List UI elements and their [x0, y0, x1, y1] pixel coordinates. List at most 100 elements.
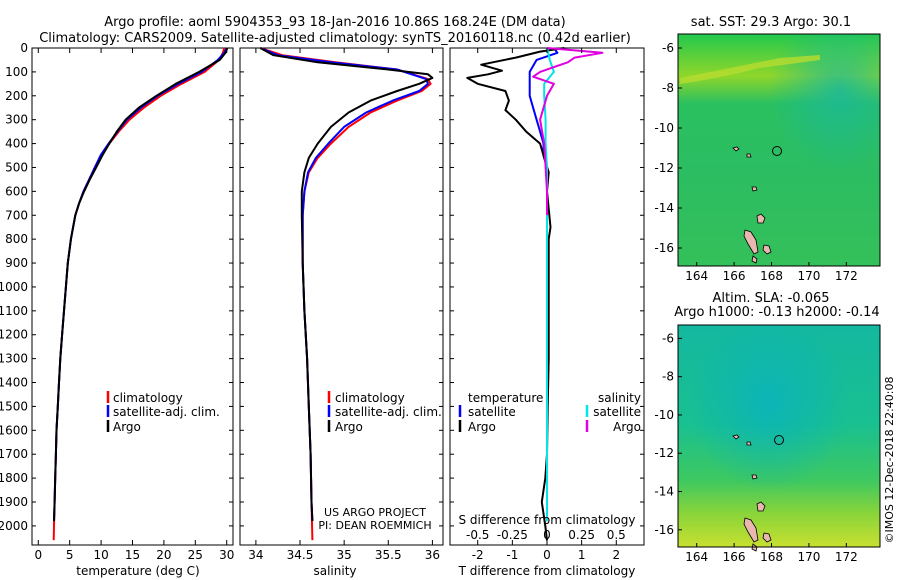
temperature-tick-label: 5	[66, 548, 74, 562]
salinity-panel-frame	[239, 47, 444, 546]
temperature-tick-label: 30	[219, 548, 234, 562]
difference-legend: temperature satellite Argo salinity sate…	[458, 391, 641, 434]
series-line-salinity-satellite	[543, 47, 555, 522]
series-line-climatology	[52, 47, 226, 541]
map-lat-tick-label: -10	[654, 408, 674, 422]
legend-satellite: satellite-adj. clim.	[335, 405, 442, 419]
difference-tick-label: -1	[506, 548, 518, 562]
map-lon-tick-label: 172	[835, 550, 858, 564]
salinity-difference-tick-labels: -0.5 -0.25 0 0.25 0.5	[466, 528, 626, 542]
map-lon-tick-label: 164	[685, 269, 708, 283]
island-shape	[756, 213, 766, 224]
map-lat-tick-label: -12	[654, 446, 674, 460]
legend-climatology: climatology	[335, 391, 405, 405]
s-difference-tick-label: 0.25	[568, 528, 595, 542]
sla-map	[677, 324, 881, 552]
credit-project: US ARGO PROJECT	[324, 506, 426, 519]
depth-tick-label: 200	[5, 89, 28, 103]
series-line-argo	[53, 47, 229, 522]
series-line-temperature-satellite	[528, 47, 559, 522]
temperature-legend: climatology satellite-adj. clim. Argo	[106, 391, 220, 434]
depth-tick-label: 700	[5, 208, 28, 222]
island-shape	[751, 186, 758, 192]
depth-tick-label: 2000	[0, 519, 28, 533]
legend-climatology: climatology	[113, 391, 183, 405]
map-lat-tick-label: -16	[654, 523, 674, 537]
legend-argo: Argo	[335, 420, 363, 434]
temperature-tick-label: 20	[156, 548, 171, 562]
island-shape	[762, 532, 772, 543]
series-line-satellite-adj-clim-	[259, 47, 429, 522]
imos-stamp: ©IMOS 12-Dec-2018 22:40:08	[883, 377, 896, 544]
sst-warm-band	[680, 55, 820, 84]
depth-tick-label: 800	[5, 232, 28, 246]
figure-title-line-1: Argo profile: aoml 5904353_93 18-Jan-201…	[104, 15, 565, 30]
salinity-x-tick-labels: 34 34.5 35 35.5 36	[248, 48, 440, 562]
difference-tick-label: -2	[472, 548, 484, 562]
s-difference-label: S difference from climatology	[459, 513, 636, 527]
map-lon-tick-label: 172	[835, 269, 858, 283]
map-lon-tick-label: 166	[723, 550, 746, 564]
salinity-tick-label: 36	[425, 548, 440, 562]
sst-map	[677, 33, 881, 267]
panel-tick-marks	[32, 47, 644, 527]
island-shape	[756, 501, 766, 512]
s-difference-tick-label: -0.25	[497, 528, 528, 542]
series-line-climatology	[259, 47, 432, 541]
difference-tick-label: 1	[578, 548, 586, 562]
depth-tick-labels: 0 100 200 300 400 500 600 700 800 900 1000 1100 1200…	[0, 41, 28, 533]
map-lon-tick-label: 168	[760, 550, 783, 564]
depth-tick-label: 600	[5, 184, 28, 198]
depth-tick-label: 1500	[0, 399, 28, 413]
island-shape	[732, 146, 740, 152]
salinity-profile-lines	[259, 47, 434, 541]
sla-islands	[732, 434, 772, 552]
depth-tick-label: 1000	[0, 280, 28, 294]
map-lat-tick-label: -6	[662, 331, 674, 345]
island-shape	[751, 474, 758, 480]
sst-map-shading	[678, 34, 880, 266]
difference-x-tick-labels: -2 -1 0 1 2	[472, 48, 620, 562]
legend-argo: Argo	[113, 420, 141, 434]
island-shape	[746, 153, 752, 158]
sst-argo-location-marker	[772, 146, 782, 156]
sst-islands	[732, 146, 772, 264]
map-lat-tick-label: -14	[654, 485, 674, 499]
depth-tick-label: 1300	[0, 352, 28, 366]
depth-tick-label: 1900	[0, 495, 28, 509]
s-difference-tick-label: 0.5	[607, 528, 626, 542]
salinity-tick-label: 35.5	[375, 548, 402, 562]
difference-profile-lines	[466, 47, 604, 541]
island-shape	[743, 517, 759, 543]
salinity-tick-label: 34	[248, 548, 263, 562]
series-line-argo	[259, 47, 434, 522]
depth-tick-label: 1200	[0, 328, 28, 342]
legend-s-satellite: satellite	[593, 405, 641, 419]
sla-map-title-line-1: Altim. SLA: -0.065	[712, 291, 829, 306]
sla-map-axes: 164 166 168 170 172 -6 -8 -10 -12 -14 -16	[654, 331, 857, 564]
depth-tick-label: 1600	[0, 423, 28, 437]
legend-satellite: satellite-adj. clim.	[113, 405, 220, 419]
difference-tick-label: 0	[543, 548, 551, 562]
depth-tick-label: 300	[5, 113, 28, 127]
depth-tick-label: 1800	[0, 471, 28, 485]
island-shape	[751, 255, 758, 264]
temperature-tick-label: 25	[188, 548, 203, 562]
sst-map-frame	[677, 33, 881, 267]
map-lat-tick-label: -8	[662, 81, 674, 95]
map-lat-tick-label: -16	[654, 241, 674, 255]
map-lat-tick-label: -6	[662, 41, 674, 55]
legend-t-argo: Argo	[468, 420, 496, 434]
island-shape	[746, 441, 752, 446]
depth-tick-label: 1700	[0, 447, 28, 461]
legend-s-argo: Argo	[613, 420, 641, 434]
salinity-x-label: salinity	[313, 564, 356, 578]
sst-map-axes: 164 166 168 170 172 -6 -8 -10 -12 -14 -16	[654, 41, 857, 283]
temperature-tick-label: 15	[125, 548, 140, 562]
map-lon-tick-label: 166	[723, 269, 746, 283]
series-line-satellite-adj-clim-	[53, 47, 228, 522]
sla-argo-location-marker	[774, 435, 784, 445]
island-shape	[732, 434, 740, 440]
depth-tick-label: 1100	[0, 304, 28, 318]
